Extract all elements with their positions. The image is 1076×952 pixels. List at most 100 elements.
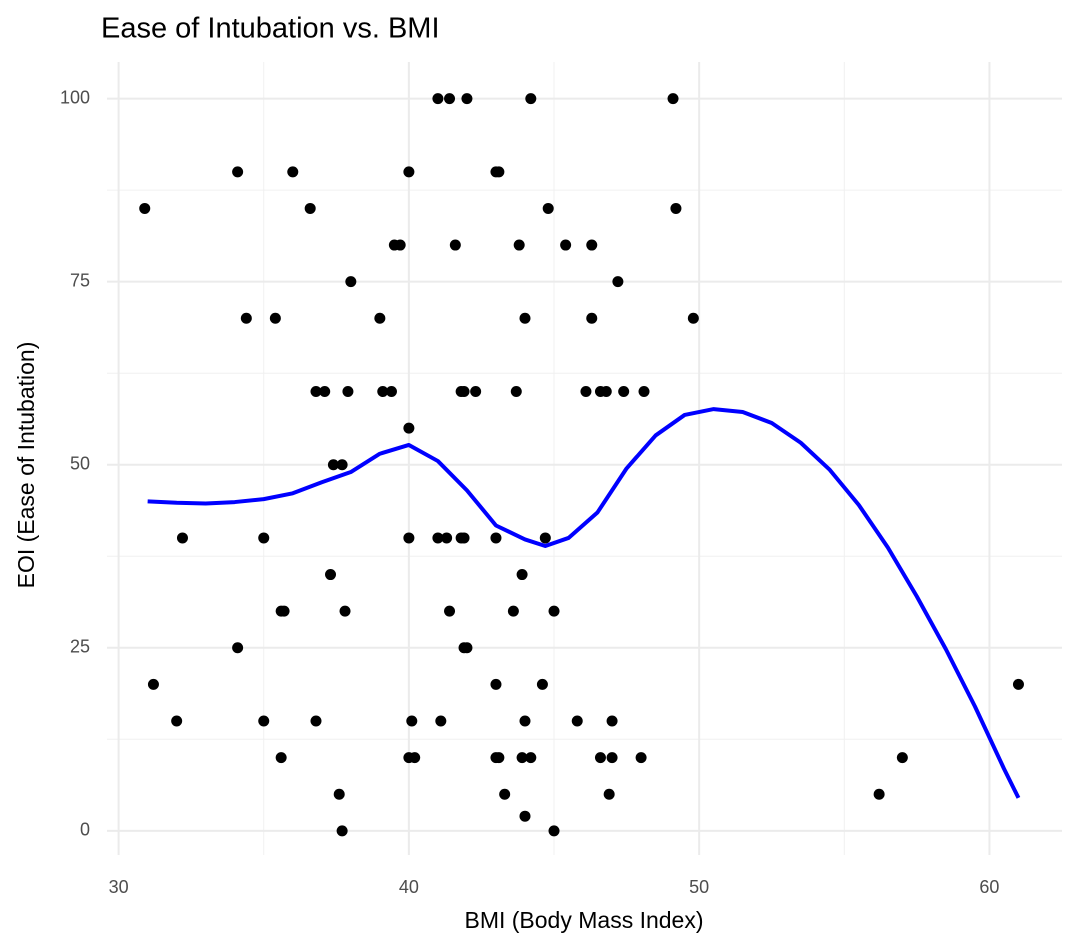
point bbox=[594, 752, 606, 764]
y-tick-label: 0 bbox=[80, 820, 90, 840]
point bbox=[635, 752, 647, 764]
point bbox=[403, 166, 415, 178]
point bbox=[586, 239, 598, 251]
point bbox=[548, 605, 560, 617]
point bbox=[542, 202, 554, 214]
point bbox=[403, 422, 415, 434]
point bbox=[258, 715, 270, 727]
point bbox=[638, 386, 650, 398]
point bbox=[345, 276, 357, 288]
point bbox=[461, 93, 473, 105]
point bbox=[374, 312, 386, 324]
point bbox=[536, 678, 548, 690]
point bbox=[539, 532, 551, 544]
point bbox=[304, 202, 316, 214]
point bbox=[571, 715, 583, 727]
fit-line bbox=[147, 407, 1021, 799]
point bbox=[310, 715, 322, 727]
point bbox=[258, 532, 270, 544]
point bbox=[406, 715, 418, 727]
point bbox=[327, 459, 339, 471]
point bbox=[385, 386, 397, 398]
point bbox=[435, 715, 447, 727]
x-tick-label: 50 bbox=[689, 877, 709, 897]
x-axis-label: BMI (Body Mass Index) bbox=[464, 907, 703, 933]
point bbox=[525, 752, 537, 764]
point bbox=[176, 532, 188, 544]
point bbox=[490, 532, 502, 544]
point bbox=[319, 386, 331, 398]
point bbox=[606, 752, 618, 764]
point bbox=[548, 825, 560, 837]
point bbox=[325, 569, 337, 581]
point bbox=[240, 312, 252, 324]
point bbox=[490, 678, 502, 690]
point bbox=[232, 642, 244, 654]
point bbox=[310, 386, 322, 398]
point bbox=[670, 202, 682, 214]
point bbox=[600, 386, 612, 398]
point bbox=[342, 386, 354, 398]
point bbox=[618, 386, 630, 398]
point bbox=[667, 93, 679, 105]
point bbox=[269, 312, 281, 324]
point bbox=[612, 276, 624, 288]
point bbox=[394, 239, 406, 251]
x-tick-label: 60 bbox=[979, 877, 999, 897]
point bbox=[687, 312, 699, 324]
point bbox=[409, 752, 421, 764]
point bbox=[458, 532, 470, 544]
point bbox=[444, 93, 456, 105]
point bbox=[586, 312, 598, 324]
point bbox=[896, 752, 908, 764]
x-tick-label: 40 bbox=[399, 877, 419, 897]
point bbox=[432, 93, 444, 105]
point bbox=[603, 788, 615, 800]
point bbox=[580, 386, 592, 398]
point bbox=[525, 93, 537, 105]
point bbox=[606, 715, 618, 727]
point bbox=[441, 532, 453, 544]
point bbox=[171, 715, 183, 727]
point bbox=[336, 459, 348, 471]
y-tick-label: 50 bbox=[70, 453, 90, 473]
point bbox=[493, 166, 505, 178]
point bbox=[873, 788, 885, 800]
point bbox=[377, 386, 389, 398]
point bbox=[499, 788, 511, 800]
point bbox=[519, 810, 531, 822]
point bbox=[507, 605, 519, 617]
point bbox=[493, 752, 505, 764]
point bbox=[1012, 678, 1024, 690]
point bbox=[339, 605, 351, 617]
y-tick-label: 100 bbox=[60, 87, 90, 107]
point bbox=[336, 825, 348, 837]
y-tick-label: 75 bbox=[70, 270, 90, 290]
point bbox=[516, 752, 528, 764]
point bbox=[139, 202, 151, 214]
point bbox=[470, 386, 482, 398]
x-tick-label: 30 bbox=[109, 877, 129, 897]
point bbox=[232, 166, 244, 178]
point bbox=[275, 752, 287, 764]
point bbox=[403, 532, 415, 544]
point bbox=[513, 239, 525, 251]
point bbox=[333, 788, 345, 800]
point bbox=[449, 239, 461, 251]
point bbox=[461, 642, 473, 654]
y-axis-label: EOI (Ease of Intubation) bbox=[13, 342, 39, 589]
point bbox=[432, 532, 444, 544]
point bbox=[516, 569, 528, 581]
point bbox=[510, 386, 522, 398]
point bbox=[560, 239, 572, 251]
point bbox=[458, 386, 470, 398]
point bbox=[278, 605, 290, 617]
point bbox=[519, 715, 531, 727]
y-tick-label: 25 bbox=[70, 637, 90, 657]
point bbox=[519, 312, 531, 324]
point bbox=[287, 166, 299, 178]
chart-title: Ease of Intubation vs. BMI bbox=[101, 13, 440, 45]
point bbox=[444, 605, 456, 617]
